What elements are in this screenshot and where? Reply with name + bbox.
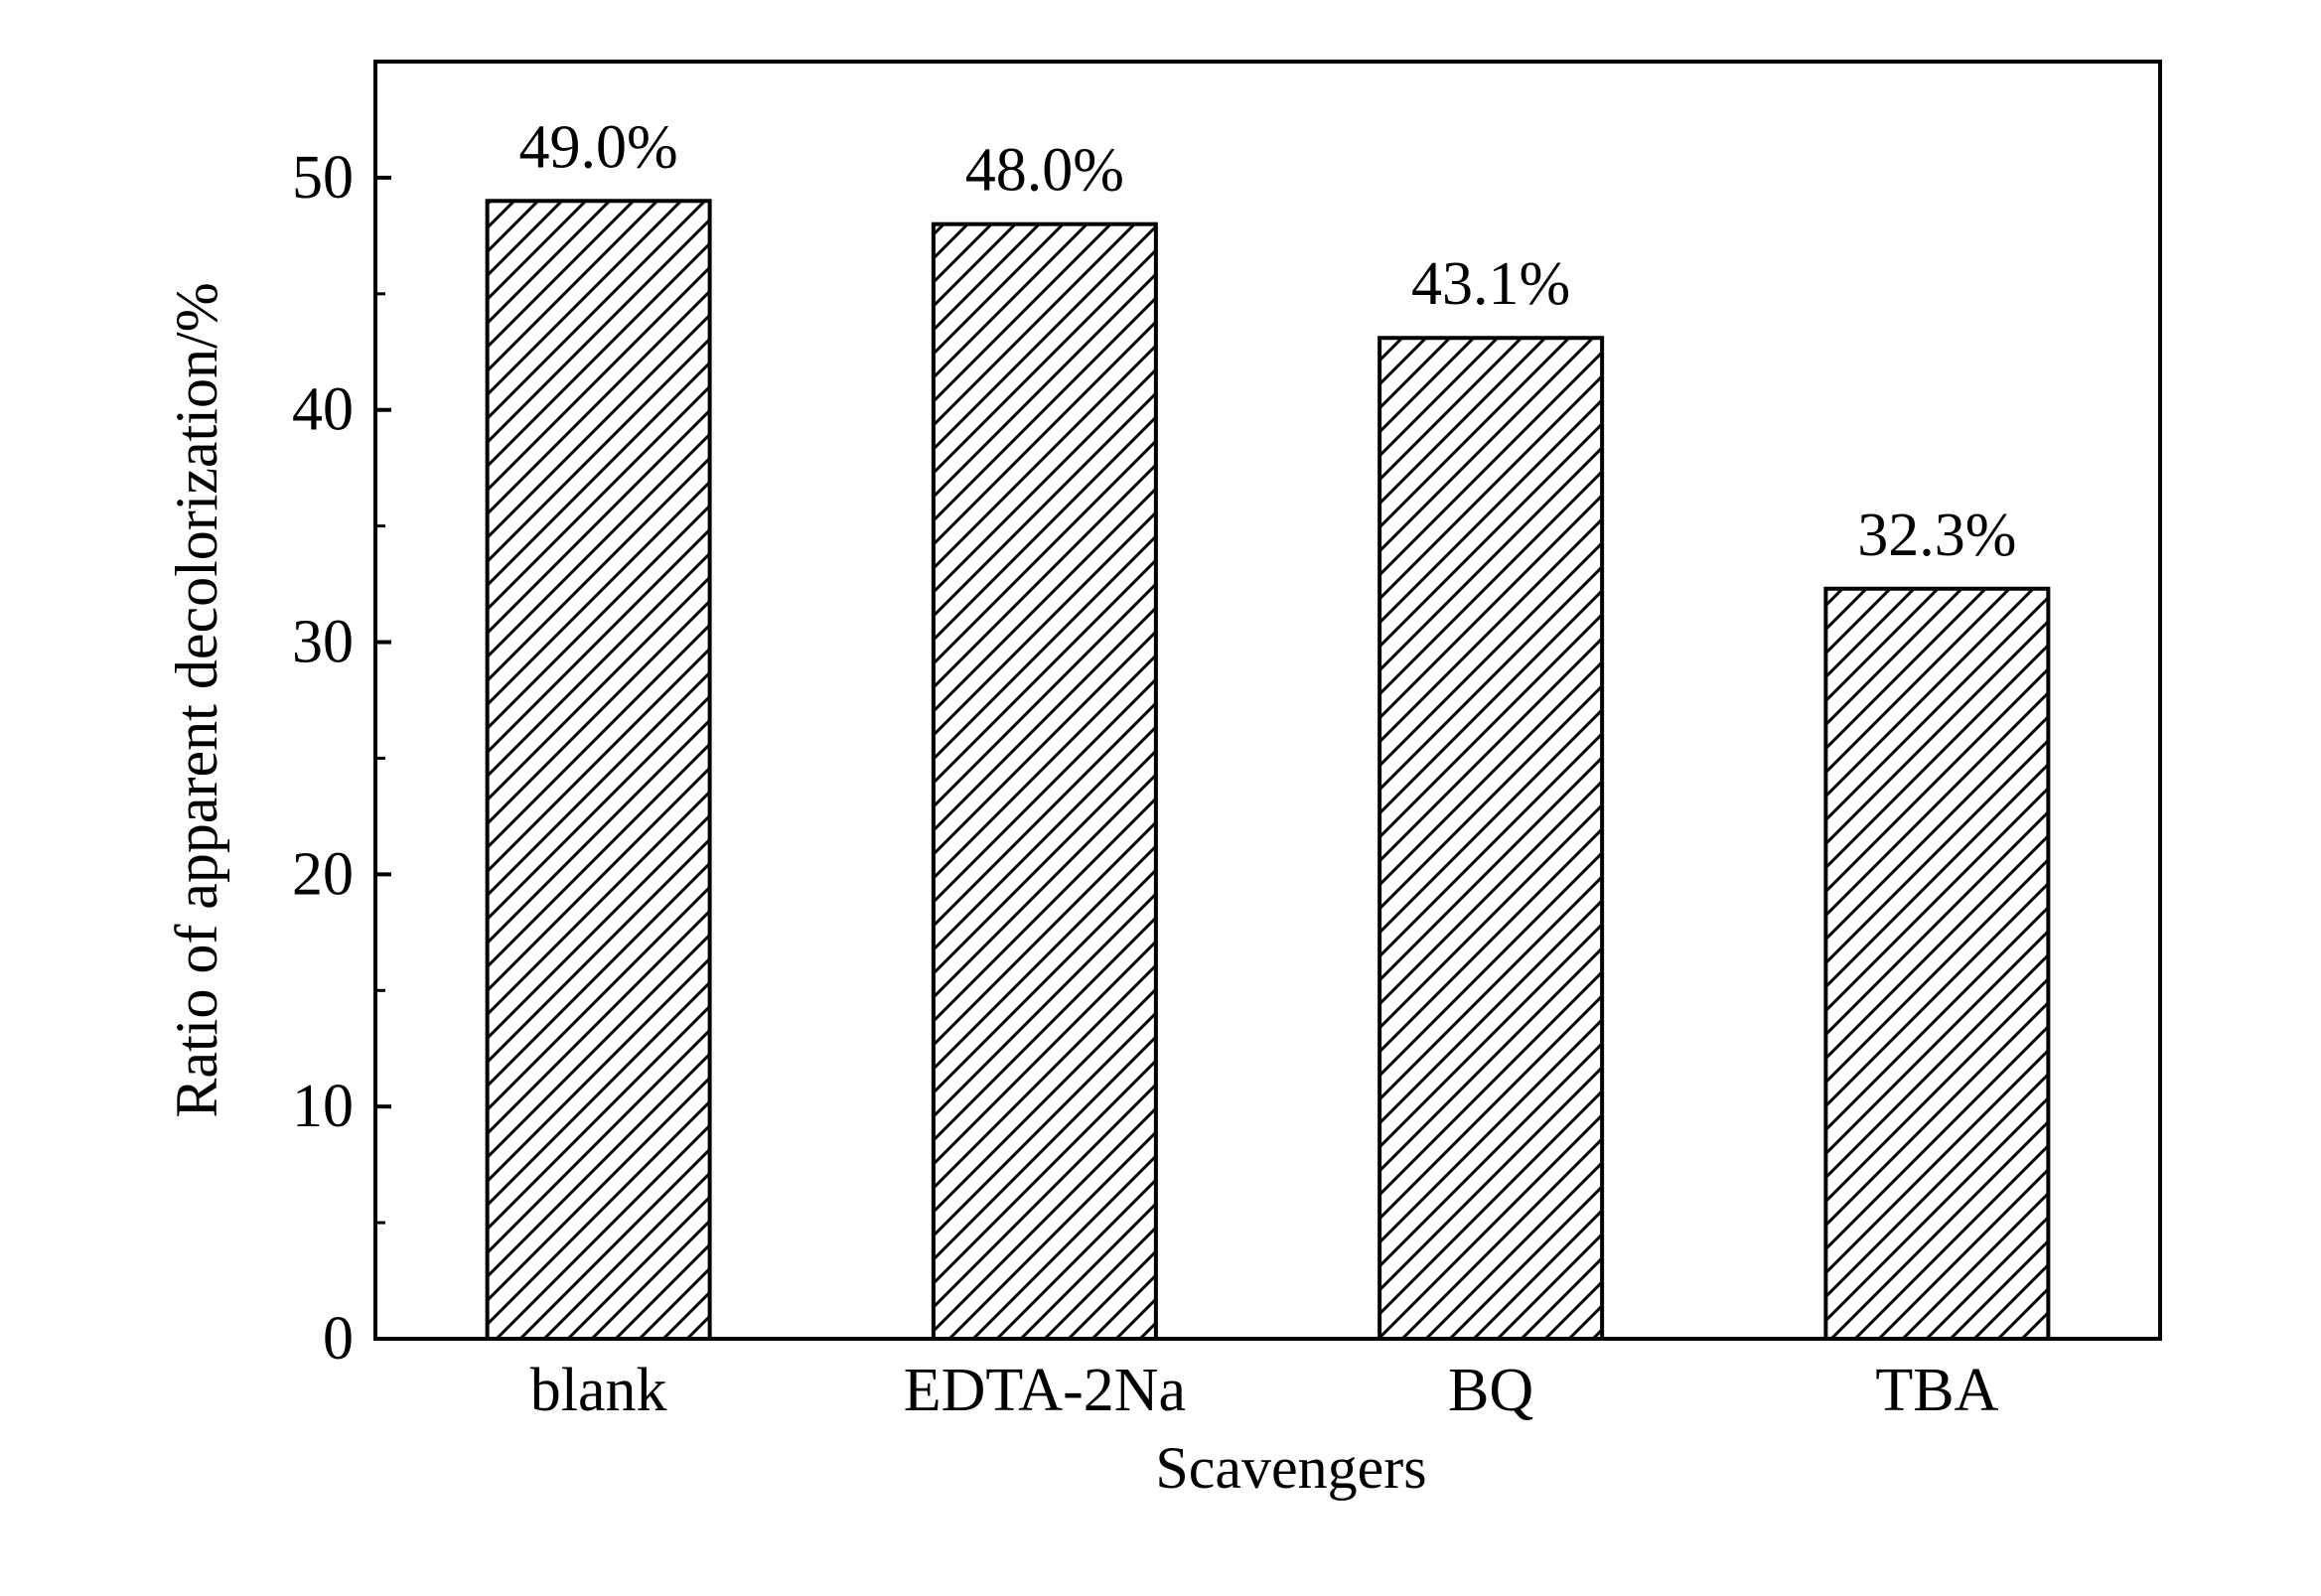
y-tick-label: 50 <box>292 144 354 212</box>
plot-frame <box>373 60 2162 1341</box>
x-tick-label: BQ <box>1448 1357 1533 1424</box>
x-tick-label: TBA <box>1875 1357 1998 1424</box>
x-tick-label: EDTA-2Na <box>904 1357 1186 1424</box>
y-tick-label: 10 <box>292 1073 354 1140</box>
x-tick-label: blank <box>530 1357 667 1424</box>
bar-bq <box>1378 336 1605 1341</box>
x-axis-label: Scavengers <box>1155 1435 1426 1501</box>
bar-blank <box>485 199 712 1342</box>
bar-tba <box>1823 586 2051 1341</box>
bar-edta-2na <box>931 221 1158 1341</box>
y-tick-label: 20 <box>292 840 354 908</box>
data-label: 49.0% <box>519 113 678 181</box>
y-tick-label: 30 <box>292 609 354 676</box>
data-label: 32.3% <box>1857 502 2016 569</box>
data-label: 43.1% <box>1411 250 1570 318</box>
y-tick-label: 0 <box>323 1305 354 1373</box>
y-axis-label: Ratio of apparent decolorization/% <box>164 282 229 1117</box>
data-label: 48.0% <box>965 137 1124 205</box>
y-tick-label: 40 <box>292 376 354 444</box>
